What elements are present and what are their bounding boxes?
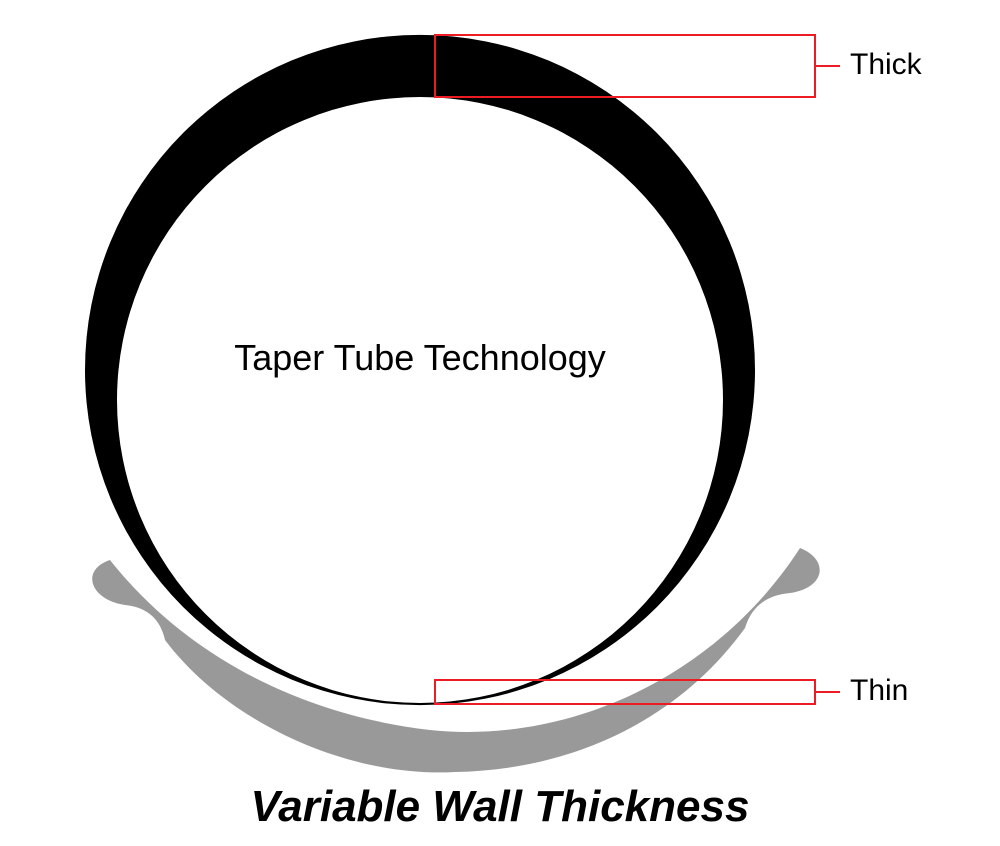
center-label: Taper Tube Technology — [0, 337, 840, 379]
caption: Variable Wall Thickness — [0, 782, 1000, 832]
rim-silhouette — [92, 548, 819, 772]
taper-tube-diagram: Thick Thin Taper Tube Technology Variabl… — [0, 0, 1000, 846]
label-thin: Thin — [850, 674, 908, 708]
label-thick: Thick — [850, 48, 922, 82]
diagram-svg — [0, 0, 1000, 846]
